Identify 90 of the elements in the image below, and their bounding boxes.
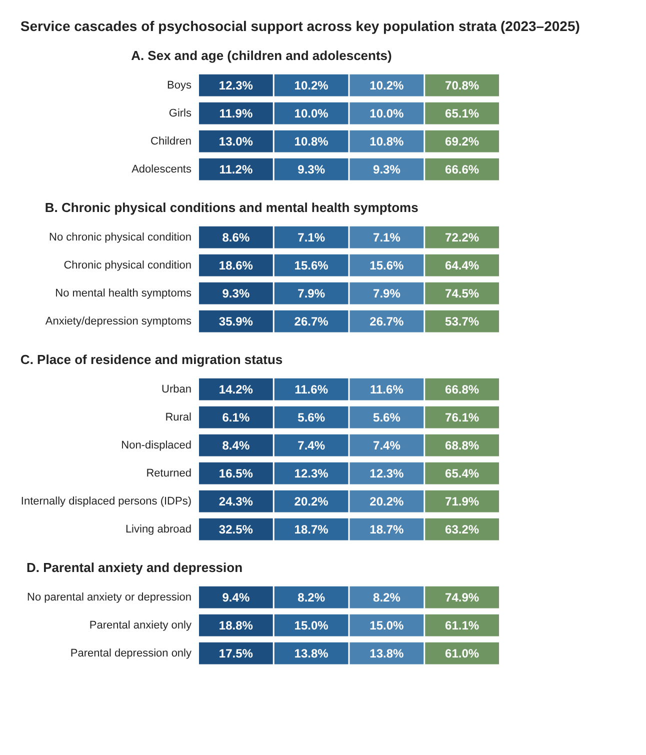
data-label: 26.7% xyxy=(294,314,329,328)
data-label: 63.2% xyxy=(445,522,480,536)
data-label: 20.2% xyxy=(294,494,329,508)
data-label: 65.4% xyxy=(445,466,480,480)
data-label: 13.8% xyxy=(294,646,329,660)
text: C. Place of residence and migration status xyxy=(20,352,283,367)
data-label: 61.1% xyxy=(445,618,480,632)
data-label: 18.7% xyxy=(294,522,329,536)
data-label: 9.3% xyxy=(222,286,250,300)
data-label: 13.0% xyxy=(218,134,254,148)
category-label: Children xyxy=(150,135,192,148)
data-label: 9.3% xyxy=(298,162,326,176)
data-label: 74.5% xyxy=(445,286,480,300)
data-label: 11.9% xyxy=(219,106,253,120)
category-label: Urban xyxy=(162,383,192,396)
data-label: 8.2% xyxy=(373,590,401,604)
data-label: 15.0% xyxy=(294,618,329,632)
data-label: 20.2% xyxy=(370,494,404,508)
data-label: 10.0% xyxy=(294,106,329,120)
data-label: 72.2% xyxy=(445,230,480,244)
data-label: 11.6% xyxy=(370,382,404,396)
data-label: 10.2% xyxy=(294,78,329,92)
data-label: 18.6% xyxy=(218,258,254,272)
data-label: 7.4% xyxy=(373,438,401,452)
data-label: 7.9% xyxy=(298,286,326,300)
category-label: No parental anxiety or depression xyxy=(27,591,192,604)
text: B. Chronic physical conditions and mental health symptoms xyxy=(44,200,418,215)
data-label: 12.3% xyxy=(294,466,329,480)
data-label: 5.6% xyxy=(298,410,326,424)
text: D. Parental anxiety and depression xyxy=(26,560,243,575)
data-label: 24.3% xyxy=(218,494,254,508)
category-label: Parental anxiety only xyxy=(89,619,192,632)
category-label: Anxiety/depression symptoms xyxy=(45,315,192,328)
data-label: 32.5% xyxy=(218,522,254,536)
data-label: 17.5% xyxy=(218,646,254,660)
data-label: 65.1% xyxy=(445,106,480,120)
data-label: 70.8% xyxy=(445,78,480,92)
category-label: No chronic physical condition xyxy=(49,231,192,244)
data-label: 12.3% xyxy=(218,78,254,92)
data-label: 14.2% xyxy=(218,382,254,396)
data-label: 10.0% xyxy=(370,106,404,120)
data-label: 68.8% xyxy=(445,438,480,452)
text: A. Sex and age (children and adolescents) xyxy=(131,48,392,63)
data-label: 10.8% xyxy=(294,134,329,148)
data-label: 66.8% xyxy=(445,382,480,396)
data-label: 13.8% xyxy=(370,646,404,660)
data-label: 74.9% xyxy=(445,590,480,604)
data-label: 18.7% xyxy=(370,522,404,536)
data-label: 9.3% xyxy=(373,162,401,176)
data-label: 64.4% xyxy=(445,258,480,272)
data-label: 26.7% xyxy=(370,314,404,328)
data-label: 8.4% xyxy=(222,438,250,452)
data-label: 8.2% xyxy=(298,590,326,604)
data-label: 7.1% xyxy=(373,230,401,244)
data-label: 8.6% xyxy=(222,230,250,244)
data-label: 9.4% xyxy=(222,590,250,604)
data-label: 7.4% xyxy=(298,438,326,452)
category-label: Chronic physical condition xyxy=(64,259,192,272)
data-label: 15.6% xyxy=(370,258,404,272)
data-label: 11.2% xyxy=(219,162,253,176)
data-label: 10.8% xyxy=(370,134,404,148)
data-label: 53.7% xyxy=(445,314,480,328)
category-label: Returned xyxy=(146,467,192,480)
category-label: Boys xyxy=(167,79,192,92)
data-label: 7.9% xyxy=(373,286,401,300)
data-label: 69.2% xyxy=(445,134,480,148)
category-label: Parental depression only xyxy=(70,647,192,660)
data-label: 71.9% xyxy=(445,494,480,508)
data-label: 12.3% xyxy=(370,466,404,480)
data-label: 10.2% xyxy=(370,78,404,92)
category-label: Girls xyxy=(168,107,192,120)
data-label: 5.6% xyxy=(373,410,401,424)
data-label: 18.8% xyxy=(218,618,254,632)
text: Service cascades of psychosocial support across key population strata (2023–2025) xyxy=(20,18,580,34)
category-label: Non-displaced xyxy=(121,439,192,452)
category-label: Adolescents xyxy=(132,163,192,176)
category-label: No mental health symptoms xyxy=(55,287,192,300)
data-label: 16.5% xyxy=(218,466,254,480)
data-label: 6.1% xyxy=(222,410,250,424)
data-label: 15.0% xyxy=(370,618,404,632)
data-label: 61.0% xyxy=(445,646,480,660)
category-label: Living abroad xyxy=(125,523,192,536)
category-label: Rural xyxy=(165,411,192,424)
data-label: 7.1% xyxy=(298,230,326,244)
data-label: 76.1% xyxy=(445,410,480,424)
data-label: 11.6% xyxy=(294,382,328,396)
data-label: 35.9% xyxy=(218,314,254,328)
data-label: 66.6% xyxy=(445,162,480,176)
data-label: 15.6% xyxy=(294,258,329,272)
category-label: Internally displaced persons (IDPs) xyxy=(20,495,192,508)
